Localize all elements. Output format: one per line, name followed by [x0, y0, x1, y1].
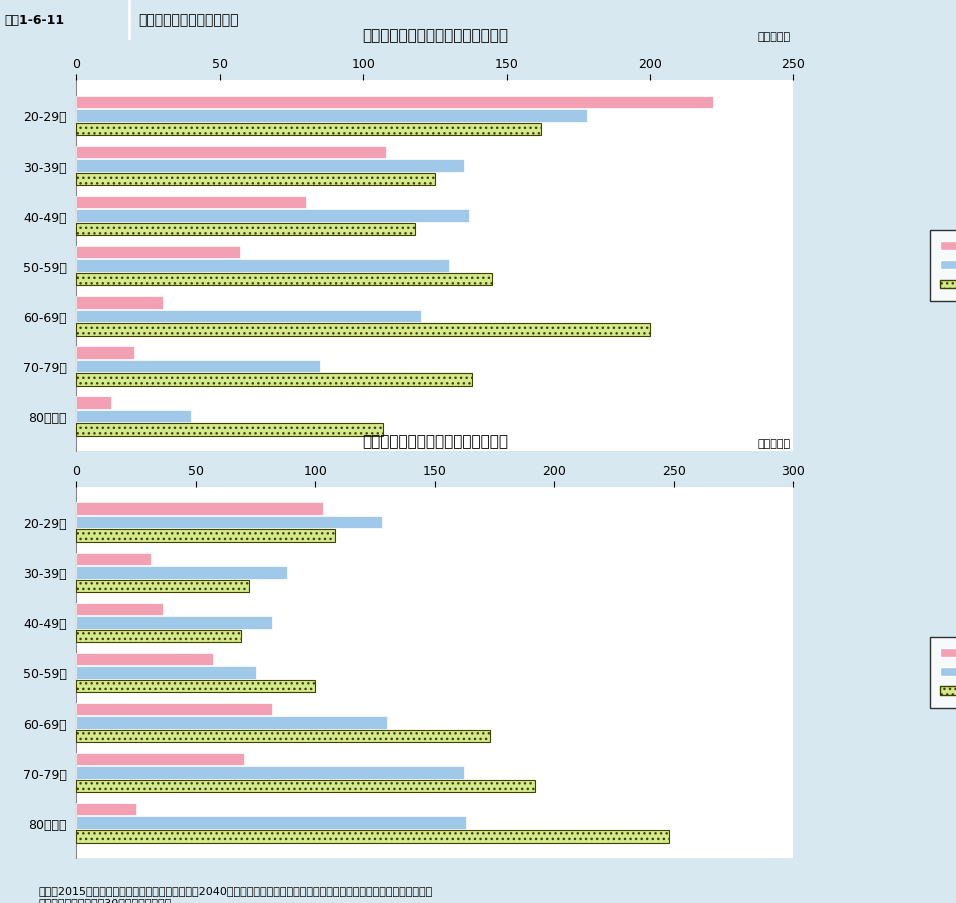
- Bar: [76, 530, 335, 543]
- Bar: [76, 617, 272, 629]
- Bar: [76, 680, 315, 693]
- Text: 図表1-6-11: 図表1-6-11: [5, 14, 65, 27]
- Bar: [76, 566, 287, 579]
- Bar: [76, 347, 134, 359]
- Bar: [76, 630, 241, 642]
- Bar: [76, 360, 320, 373]
- Bar: [76, 374, 472, 386]
- Bar: [76, 716, 387, 729]
- Bar: [76, 124, 541, 136]
- Bar: [76, 260, 449, 273]
- Bar: [76, 666, 256, 679]
- Bar: [76, 580, 249, 592]
- Legend: 1990年, 2015年, 2040年: 1990年, 2015年, 2040年: [929, 230, 956, 303]
- Bar: [76, 224, 415, 236]
- Bar: [76, 396, 111, 409]
- Text: （万世帯）: （万世帯）: [757, 439, 791, 449]
- Text: 年齢階級別単独世帯の推移: 年齢階級別単独世帯の推移: [139, 14, 239, 27]
- Bar: [76, 110, 587, 123]
- Bar: [76, 146, 386, 159]
- Title: 年齢階級別単独世帯の推移（女性）: 年齢階級別単独世帯の推移（女性）: [362, 434, 508, 449]
- Bar: [76, 553, 150, 565]
- Bar: [76, 517, 382, 529]
- Bar: [76, 410, 191, 423]
- Bar: [76, 173, 435, 186]
- Bar: [76, 703, 272, 715]
- Bar: [76, 780, 535, 793]
- Bar: [76, 323, 650, 336]
- Bar: [76, 247, 240, 259]
- Title: 年齢階級別単独世帯の推移（男性）: 年齢階級別単独世帯の推移（男性）: [362, 28, 508, 42]
- Bar: [76, 424, 383, 436]
- Legend: 1990年, 2015年, 2040年: 1990年, 2015年, 2040年: [929, 637, 956, 709]
- Bar: [76, 653, 213, 666]
- Bar: [76, 210, 469, 223]
- Bar: [76, 274, 492, 286]
- Bar: [76, 160, 464, 172]
- Bar: [76, 803, 137, 815]
- Bar: [76, 730, 489, 742]
- Text: 資料：2015年までは総務省統計局「国勢調査」、2040年推計値は国立社会保障・人口問題研究所「日本の世帯数の将来推計
（全国推計）」（平成30年推計）による。: 資料：2015年までは総務省統計局「国勢調査」、2040年推計値は国立社会保障・…: [38, 885, 432, 903]
- Bar: [76, 503, 323, 516]
- Bar: [76, 816, 467, 829]
- Bar: [76, 830, 669, 842]
- Bar: [76, 297, 163, 309]
- Bar: [76, 197, 306, 209]
- Bar: [76, 753, 244, 766]
- Bar: [76, 603, 163, 616]
- Bar: [76, 767, 464, 779]
- Bar: [76, 97, 713, 109]
- Bar: [76, 310, 421, 322]
- Text: （万世帯）: （万世帯）: [757, 33, 791, 42]
